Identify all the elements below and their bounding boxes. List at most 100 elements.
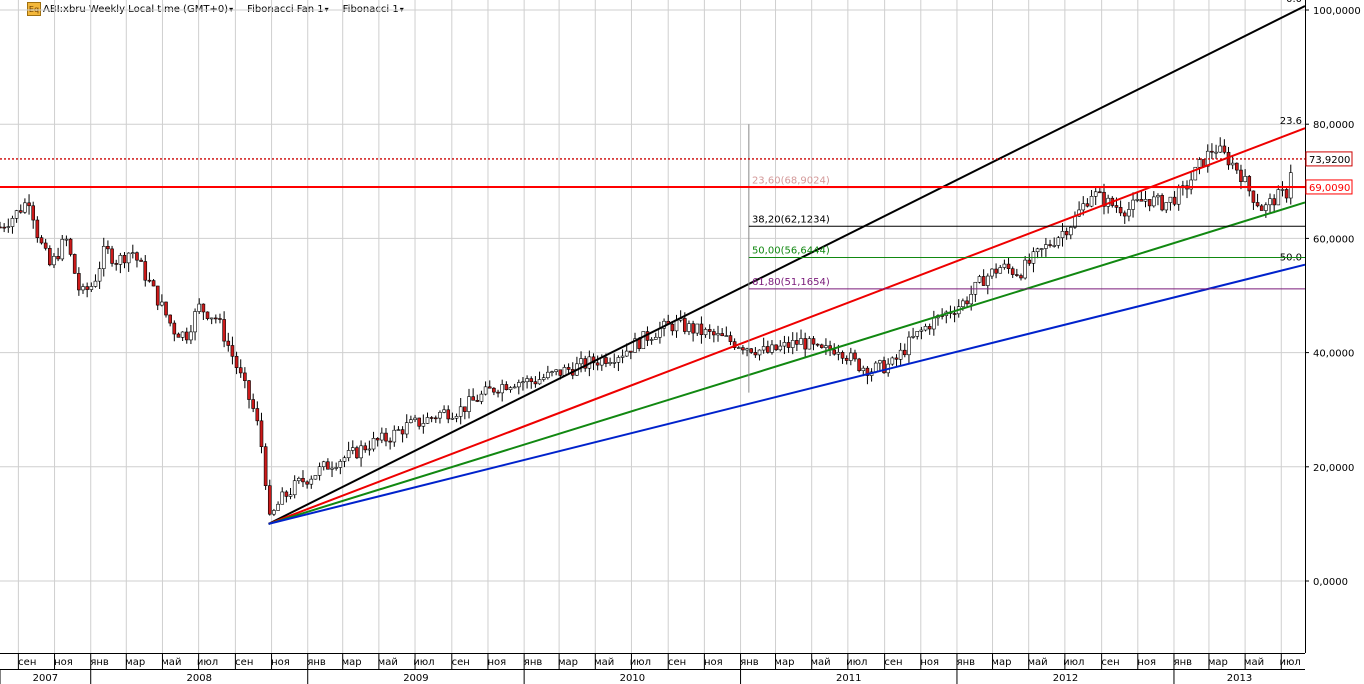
- candle-body: [1044, 244, 1048, 249]
- candle-body: [753, 352, 758, 356]
- candle-body: [1098, 191, 1102, 194]
- candle-body: [1048, 244, 1052, 246]
- candle-body: [923, 326, 928, 331]
- candle-body: [1268, 198, 1272, 206]
- candle-body: [687, 323, 691, 332]
- candle-body: [114, 263, 119, 265]
- month-label: янв: [307, 657, 326, 668]
- candle-body: [1015, 274, 1019, 276]
- candle-body: [251, 399, 255, 409]
- candle-body: [396, 429, 401, 431]
- candle-body: [197, 303, 202, 312]
- month-label: сен: [884, 657, 902, 668]
- candle-body: [915, 331, 920, 337]
- candle-body: [1122, 212, 1127, 217]
- month-label: янв: [957, 657, 976, 668]
- price-label-resistance: 69,0090: [1309, 183, 1350, 194]
- fibonacci-fan-line: [268, 5, 1306, 525]
- candle-body: [595, 362, 600, 366]
- month-label: июл: [1063, 657, 1084, 668]
- fibonacci-retracement-selector[interactable]: Fibonacci 1▾: [343, 4, 404, 15]
- year-label: 2009: [403, 673, 428, 684]
- price-label-last-price: 73,9200: [1309, 155, 1350, 166]
- month-label: июл: [413, 657, 434, 668]
- candle-body: [1288, 172, 1293, 199]
- candle-body: [1064, 231, 1069, 236]
- y-tick-label: 80,0000: [1313, 120, 1354, 131]
- candle-body: [371, 438, 376, 450]
- candle-body: [1068, 226, 1073, 236]
- candle-body: [0, 226, 2, 229]
- candle-body: [487, 386, 492, 389]
- month-label: май: [594, 657, 614, 668]
- fibonacci-fan-selector[interactable]: Fibonacci Fan 1▾: [247, 4, 329, 15]
- candle-body: [1284, 189, 1289, 199]
- candle-body: [807, 338, 812, 350]
- candle-body: [168, 314, 172, 324]
- candle-body: [977, 276, 982, 283]
- month-label: сен: [1101, 657, 1119, 668]
- candle-body: [367, 448, 372, 451]
- candle-body: [1002, 263, 1007, 268]
- candle-body: [550, 371, 554, 373]
- month-label: июл: [1280, 657, 1301, 668]
- month-label: мар: [774, 657, 794, 668]
- candle-body: [110, 248, 114, 264]
- candle-body: [890, 357, 895, 365]
- candle-body: [1230, 162, 1235, 166]
- candle-body: [1156, 195, 1160, 198]
- candle-body: [234, 355, 239, 368]
- candle-body: [761, 346, 766, 351]
- candle-body: [583, 358, 588, 369]
- fibonacci-fan-label: 50.0: [1280, 253, 1302, 264]
- candle-body: [292, 480, 297, 496]
- candle-body: [778, 345, 783, 351]
- month-label: сен: [18, 657, 36, 668]
- retracement-level-label: 38,20(62,1234): [752, 214, 830, 225]
- candle-body: [1264, 204, 1268, 211]
- candle-body: [873, 362, 878, 373]
- symbol-selector[interactable]: ABI:xbru Weekly Local time (GMT+0)▾: [43, 4, 233, 15]
- candle-body: [1272, 198, 1276, 206]
- candle-body: [546, 371, 550, 379]
- candle-body: [60, 238, 65, 260]
- candle-body: [1251, 190, 1256, 203]
- candle-body: [139, 259, 143, 262]
- candle-body: [23, 202, 27, 213]
- candle-body: [1039, 248, 1044, 250]
- candle-body: [321, 461, 326, 468]
- candle-body: [230, 345, 235, 357]
- candle-body: [85, 286, 89, 290]
- candle-body: [898, 349, 903, 360]
- candle-body: [911, 336, 915, 338]
- month-label: мар: [125, 657, 145, 668]
- candle-body: [483, 386, 488, 395]
- candle-body: [106, 245, 110, 250]
- candle-body: [31, 205, 36, 221]
- candle-body: [172, 322, 177, 335]
- candle-body: [712, 331, 716, 336]
- y-tick-label: 20,0000: [1313, 463, 1354, 474]
- month-label: май: [1028, 657, 1048, 668]
- candle-body: [1027, 259, 1032, 264]
- retracement-level-label: 61,80(51,1654): [752, 277, 830, 288]
- candle-body: [629, 350, 633, 353]
- year-label: 2007: [33, 673, 58, 684]
- candle-body: [836, 352, 841, 355]
- candle-body: [259, 420, 264, 447]
- price-label-box: [1305, 179, 1353, 195]
- candle-body: [1131, 199, 1135, 210]
- candle-body: [214, 317, 218, 320]
- candle-body: [276, 503, 280, 511]
- candle-body: [537, 379, 542, 385]
- candle-body: [438, 412, 442, 419]
- candle-body: [1060, 231, 1065, 239]
- candle-body: [1193, 166, 1198, 181]
- candle-body: [641, 331, 646, 350]
- fibonacci-fan-line: [268, 201, 1306, 525]
- candle-body: [52, 256, 56, 266]
- dropdown-arrow-icon: ▾: [229, 4, 234, 14]
- candle-body: [757, 349, 762, 356]
- candle-body: [151, 280, 156, 287]
